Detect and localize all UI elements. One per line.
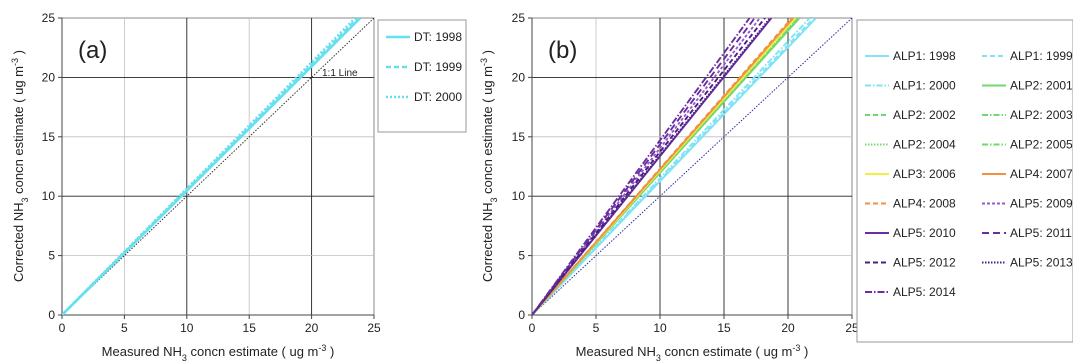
legend-label: ALP3: 2006 (893, 167, 956, 181)
legend-label: ALP5: 2012 (893, 256, 956, 270)
plot-area (61, 17, 375, 316)
legend-box (377, 19, 467, 133)
panel-label: (a) (78, 37, 107, 64)
series-line-17 (532, 18, 751, 315)
chart-panel-a: 0 5 10 15 20 25 0 5 10 15 20 25 Measured NH3 concn e… (10, 11, 467, 361)
y-tick-label: 10 (512, 189, 526, 203)
legend-label: ALP2: 2005 (1010, 138, 1073, 152)
x-tick-label: 5 (121, 321, 128, 335)
legend-label: DT: 1998 (414, 30, 462, 44)
x-axis-label: Measured NH3 concn estimate ( ug m-3 ) (576, 343, 809, 361)
reference-line-1to1 (532, 18, 852, 315)
x-tick-label: 20 (305, 321, 319, 335)
legend-label: DT: 1999 (414, 60, 462, 74)
x-tick-label: 0 (59, 321, 66, 335)
legend-label: ALP5: 2011 (1010, 226, 1072, 240)
y-tick-label: 25 (42, 11, 56, 25)
series-line-12 (532, 18, 761, 315)
series-line-2 (532, 18, 815, 315)
x-tick-label: 15 (243, 321, 257, 335)
x-tick-label: 10 (653, 321, 667, 335)
series-line-11 (532, 18, 793, 315)
legend-label: ALP5: 2014 (893, 285, 956, 299)
y-tick-label: 10 (42, 189, 56, 203)
legend-label: DT: 2000 (414, 90, 462, 104)
x-tick-label: 25 (367, 321, 381, 335)
y-tick-label: 0 (518, 308, 525, 322)
legend-label: ALP4: 2007 (1010, 167, 1073, 181)
legend-label: ALP1: 1998 (893, 49, 956, 63)
series-line-15 (532, 18, 766, 315)
x-tick-label: 0 (529, 321, 536, 335)
series-line-3 (62, 18, 357, 315)
y-tick-label: 5 (48, 249, 55, 263)
legend-label: ALP5: 2009 (1010, 197, 1073, 211)
legend-label: ALP5: 2010 (893, 226, 956, 240)
y-tick-label: 5 (518, 249, 525, 263)
legend-label: ALP5: 2013 (1010, 256, 1073, 270)
series-line-14 (532, 18, 756, 315)
x-tick-label: 5 (593, 321, 600, 335)
legend-label: ALP2: 2002 (893, 108, 956, 122)
y-tick-label: 25 (512, 11, 526, 25)
x-tick-label: 15 (717, 321, 731, 335)
series-line-16 (532, 18, 771, 315)
x-tick-label: 10 (180, 321, 194, 335)
x-axis-label: Measured NH3 concn estimate ( ug m-3 ) (102, 343, 335, 361)
y-tick-label: 20 (42, 70, 56, 84)
x-tick-label: 20 (781, 321, 795, 335)
panel-label: (b) (548, 37, 577, 64)
y-axis-label: Corrected NH3 concn estimate ( ug m-3 ) (10, 50, 30, 282)
legend-label: ALP2: 2004 (893, 138, 956, 152)
legend-label: ALP1: 1999 (1010, 49, 1073, 63)
annotation-1to1-line: 1:1 Line (322, 68, 358, 79)
series-line-3 (532, 18, 811, 315)
legend-label: ALP2: 2003 (1010, 108, 1073, 122)
y-tick-label: 15 (42, 130, 56, 144)
legend-label: ALP4: 2008 (893, 197, 956, 211)
x-tick-label: 25 (845, 321, 859, 335)
y-tick-label: 0 (48, 308, 55, 322)
y-axis-label: Corrected NH3 concn estimate ( ug m-3 ) (479, 50, 499, 282)
y-tick-label: 20 (512, 70, 526, 84)
legend-label: ALP1: 2000 (893, 79, 956, 93)
y-tick-label: 15 (512, 130, 526, 144)
legend-box (856, 19, 1073, 343)
chart-panel-b: 0 5 10 15 20 25 0 5 10 15 20 25 Measured NH3 concn e… (479, 11, 1073, 361)
legend-label: ALP2: 2001 (1010, 79, 1073, 93)
